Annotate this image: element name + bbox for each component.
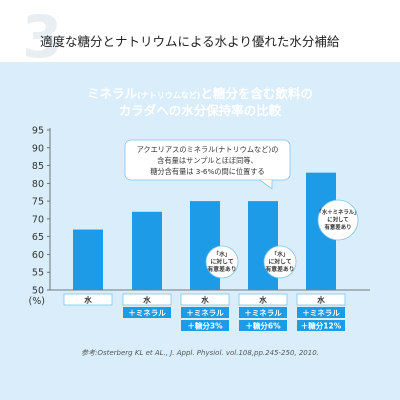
category-box bbox=[180, 293, 230, 306]
y-tick-label: 65 bbox=[32, 232, 44, 243]
y-unit-label: (%) bbox=[29, 296, 45, 307]
category-box bbox=[123, 307, 171, 318]
y-tick-label: 60 bbox=[32, 250, 44, 261]
category-box bbox=[122, 293, 172, 306]
chart-title-line2: カラダへの水分保持率の比較 bbox=[118, 103, 282, 118]
y-tick-label: 75 bbox=[32, 197, 44, 208]
y-tick-label: 90 bbox=[32, 143, 44, 154]
y-tick-label: 70 bbox=[32, 214, 44, 225]
category-label: 水 bbox=[201, 295, 209, 305]
y-tick-label: 80 bbox=[32, 179, 44, 190]
y-tick-label: 50 bbox=[32, 286, 44, 297]
category-box bbox=[238, 293, 288, 306]
significance-text: に対して bbox=[268, 258, 291, 266]
callout-pointer bbox=[259, 179, 273, 190]
category-box bbox=[239, 320, 287, 331]
significance-text: 有意差あり bbox=[325, 223, 352, 231]
callout-text: 含有量はサンプルとほぼ同等、 bbox=[157, 156, 257, 165]
significance-text: に対して bbox=[327, 216, 348, 224]
callout-bubble bbox=[124, 139, 291, 181]
y-tick-label: 85 bbox=[32, 161, 44, 172]
y-tick-label: 55 bbox=[32, 268, 44, 279]
callout-text: 糖分含有量は 3-6%の間に位置する bbox=[150, 167, 264, 176]
category-label: ＋ミネラル bbox=[128, 309, 166, 318]
bar bbox=[132, 211, 162, 290]
category-box bbox=[181, 320, 229, 331]
category-label: ＋ミネラル bbox=[244, 309, 282, 318]
chart-title-line1: ミネラル(ナトリウムなど)と糖分を含む飲料の bbox=[87, 86, 313, 101]
category-label: 水 bbox=[259, 295, 267, 305]
category-box bbox=[239, 307, 287, 318]
significance-text: に対して bbox=[210, 258, 233, 266]
category-label: 水 bbox=[143, 295, 151, 305]
category-label: ＋ミネラル bbox=[302, 309, 340, 318]
category-box bbox=[297, 320, 345, 331]
source-citation: 参考:Osterberg KL et AL., J. Appl. Physiol… bbox=[81, 349, 319, 357]
category-label: 水 bbox=[84, 295, 92, 305]
significance-text: 「水＋ミネラル」 bbox=[316, 208, 359, 216]
category-label: 水 bbox=[317, 295, 325, 305]
bar bbox=[73, 229, 103, 290]
category-box bbox=[296, 293, 346, 306]
significance-text: 有意差あり bbox=[266, 265, 295, 273]
callout-text: アクエリアスのミネラル(ナトリウムなど)の bbox=[137, 145, 279, 154]
category-box bbox=[297, 307, 345, 318]
significance-circle bbox=[317, 199, 359, 241]
y-tick-label: 95 bbox=[32, 126, 44, 137]
significance-text: 「水」 bbox=[271, 250, 288, 258]
category-box bbox=[63, 293, 113, 306]
section-number: 3 bbox=[22, 3, 63, 71]
significance-circle bbox=[205, 245, 239, 279]
headline: 適度な糖分とナトリウムによる水より優れた水分補給 bbox=[40, 34, 340, 49]
category-label: ＋ミネラル bbox=[186, 309, 224, 318]
significance-text: 「水」 bbox=[213, 250, 230, 258]
category-label: ＋糖分3% bbox=[187, 321, 223, 331]
category-box bbox=[181, 307, 229, 318]
significance-text: 有意差あり bbox=[208, 265, 237, 273]
category-label: ＋糖分6% bbox=[245, 321, 281, 331]
category-label: ＋糖分12% bbox=[301, 321, 342, 331]
significance-circle bbox=[263, 245, 297, 279]
